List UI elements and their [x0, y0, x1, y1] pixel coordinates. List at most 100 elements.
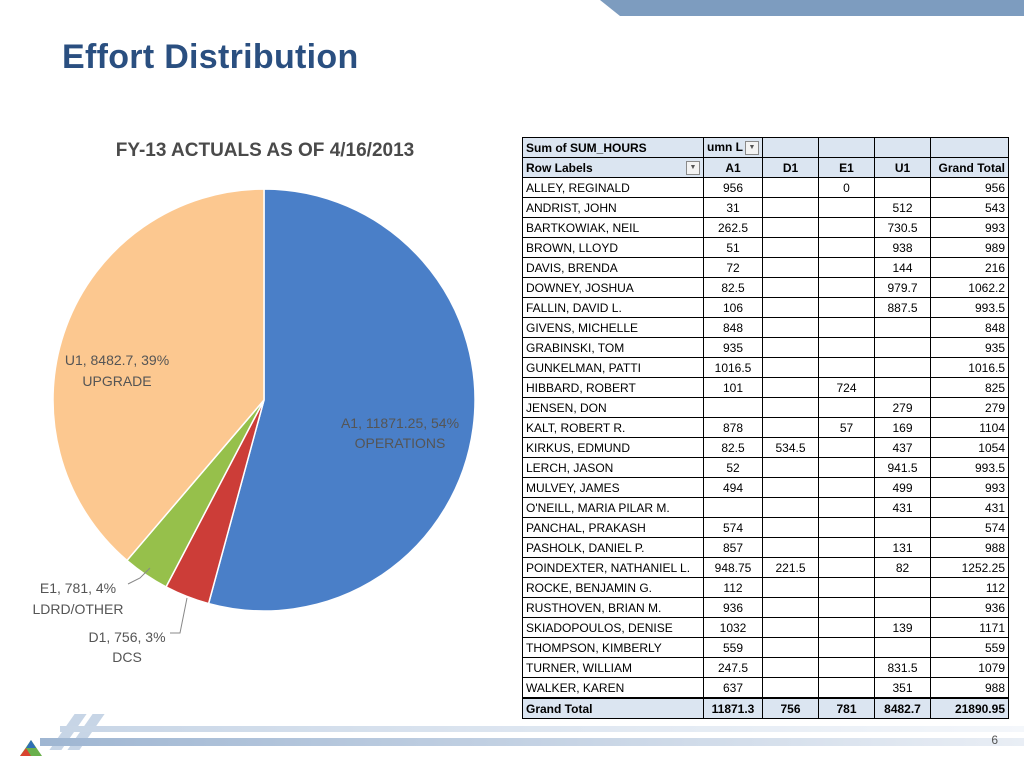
cell-total: 279	[930, 397, 1009, 418]
cell-d1	[762, 537, 819, 558]
cell-total: 993.5	[930, 457, 1009, 478]
table-row: BROWN, LLOYD 51 938 989	[522, 237, 1009, 258]
table-row: RUSTHOVEN, BRIAN M. 936 936	[522, 597, 1009, 618]
cell-total: 988	[930, 677, 1009, 699]
table-row: PANCHAL, PRAKASH 574 574	[522, 517, 1009, 538]
u1-slice-category: UPGRADE	[82, 373, 151, 389]
cell-e1: 0	[818, 177, 875, 198]
logo-icon	[20, 740, 42, 756]
cell-u1: 169	[874, 417, 931, 438]
d1-slice-category: DCS	[112, 649, 142, 665]
row-label: THOMPSON, KIMBERLY	[522, 637, 704, 658]
cell-e1	[818, 257, 875, 278]
cell-total: 993	[930, 217, 1009, 238]
cell-total: 216	[930, 257, 1009, 278]
cell-u1: 279	[874, 397, 931, 418]
cell-a1: 82.5	[703, 437, 763, 458]
cell-d1	[762, 497, 819, 518]
row-label: GUNKELMAN, PATTI	[522, 357, 704, 378]
cell-a1: 936	[703, 597, 763, 618]
column-header-e1: E1	[818, 157, 875, 178]
table-row: KIRKUS, EDMUND 82.5 534.5 437 1054	[522, 437, 1009, 458]
cell-e1	[818, 397, 875, 418]
cell-u1	[874, 577, 931, 598]
cell-e1	[818, 617, 875, 638]
cell-a1	[703, 497, 763, 518]
cell-d1	[762, 257, 819, 278]
u1-slice-label: U1, 8482.7, 39%	[65, 352, 169, 368]
cell-e1	[818, 297, 875, 318]
table-row: PASHOLK, DANIEL P. 857 131 988	[522, 537, 1009, 558]
cell-a1: 878	[703, 417, 763, 438]
column-labels-caption[interactable]: umn L ▼	[703, 137, 763, 158]
slide-title: Effort Distribution	[62, 38, 359, 76]
cell-a1: 956	[703, 177, 763, 198]
e1-slice-category: LDRD/OTHER	[32, 601, 123, 617]
header-blank-d1	[762, 137, 819, 158]
pivot-header-row-1: Sum of SUM_HOURS umn L ▼	[522, 137, 1009, 158]
chart-title: FY-13 ACTUALS AS OF 4/16/2013	[115, 140, 415, 161]
table-row: ROCKE, BENJAMIN G. 112 112	[522, 577, 1009, 598]
cell-total: 543	[930, 197, 1009, 218]
cell-a1: 106	[703, 297, 763, 318]
cell-d1	[762, 277, 819, 298]
cell-a1: 935	[703, 337, 763, 358]
table-row: BARTKOWIAK, NEIL 262.5 730.5 993	[522, 217, 1009, 238]
row-filter-icon[interactable]: ▼	[686, 161, 700, 175]
table-row: JENSEN, DON 279 279	[522, 397, 1009, 418]
cell-total: 956	[930, 177, 1009, 198]
cell-u1: 139	[874, 617, 931, 638]
cell-a1: 637	[703, 677, 763, 699]
cell-u1: 887.5	[874, 297, 931, 318]
values-caption: Sum of SUM_HOURS	[522, 137, 704, 158]
cell-a1: 247.5	[703, 657, 763, 678]
table-row: DOWNEY, JOSHUA 82.5 979.7 1062.2	[522, 277, 1009, 298]
cell-u1: 82	[874, 557, 931, 578]
cell-u1	[874, 357, 931, 378]
row-label: SKIADOPOULOS, DENISE	[522, 617, 704, 638]
a1-slice-label: A1, 11871.25, 54%	[341, 415, 459, 431]
cell-total: 1062.2	[930, 277, 1009, 298]
cell-u1	[874, 377, 931, 398]
cell-total: 1079	[930, 657, 1009, 678]
cell-e1	[818, 217, 875, 238]
cell-a1: 31	[703, 197, 763, 218]
cell-e1	[818, 637, 875, 658]
cell-a1: 1016.5	[703, 357, 763, 378]
cell-d1	[762, 637, 819, 658]
table-row: MULVEY, JAMES 494 499 993	[522, 477, 1009, 498]
row-label: ALLEY, REGINALD	[522, 177, 704, 198]
cell-a1: 559	[703, 637, 763, 658]
header-blank-e1	[818, 137, 875, 158]
cell-u1: 351	[874, 677, 931, 699]
cell-u1: 131	[874, 537, 931, 558]
cell-u1: 979.7	[874, 277, 931, 298]
row-label: ROCKE, BENJAMIN G.	[522, 577, 704, 598]
cell-e1	[818, 317, 875, 338]
table-row: ALLEY, REGINALD 956 0 956	[522, 177, 1009, 198]
header-band	[620, 0, 1024, 16]
row-label: DAVIS, BRENDA	[522, 257, 704, 278]
cell-u1: 831.5	[874, 657, 931, 678]
row-labels-caption[interactable]: Row Labels ▼	[522, 157, 704, 178]
table-row: HIBBARD, ROBERT 101 724 825	[522, 377, 1009, 398]
cell-e1	[818, 577, 875, 598]
e1-slice-label: E1, 781, 4%	[40, 580, 116, 596]
footer-band-upper	[60, 726, 1024, 732]
cell-a1: 52	[703, 457, 763, 478]
column-filter-icon[interactable]: ▼	[745, 140, 759, 155]
column-header-a1: A1	[703, 157, 763, 178]
cell-e1: 781	[818, 697, 875, 719]
cell-u1: 512	[874, 197, 931, 218]
header-blank-u1	[874, 137, 931, 158]
pie-slices	[52, 188, 476, 612]
cell-a1	[703, 397, 763, 418]
cell-d1	[762, 617, 819, 638]
cell-e1	[818, 557, 875, 578]
leader-lines	[127, 567, 188, 634]
cell-d1	[762, 477, 819, 498]
table-row: ANDRIST, JOHN 31 512 543	[522, 197, 1009, 218]
row-label: GRABINSKI, TOM	[522, 337, 704, 358]
cell-d1	[762, 337, 819, 358]
cell-d1	[762, 217, 819, 238]
